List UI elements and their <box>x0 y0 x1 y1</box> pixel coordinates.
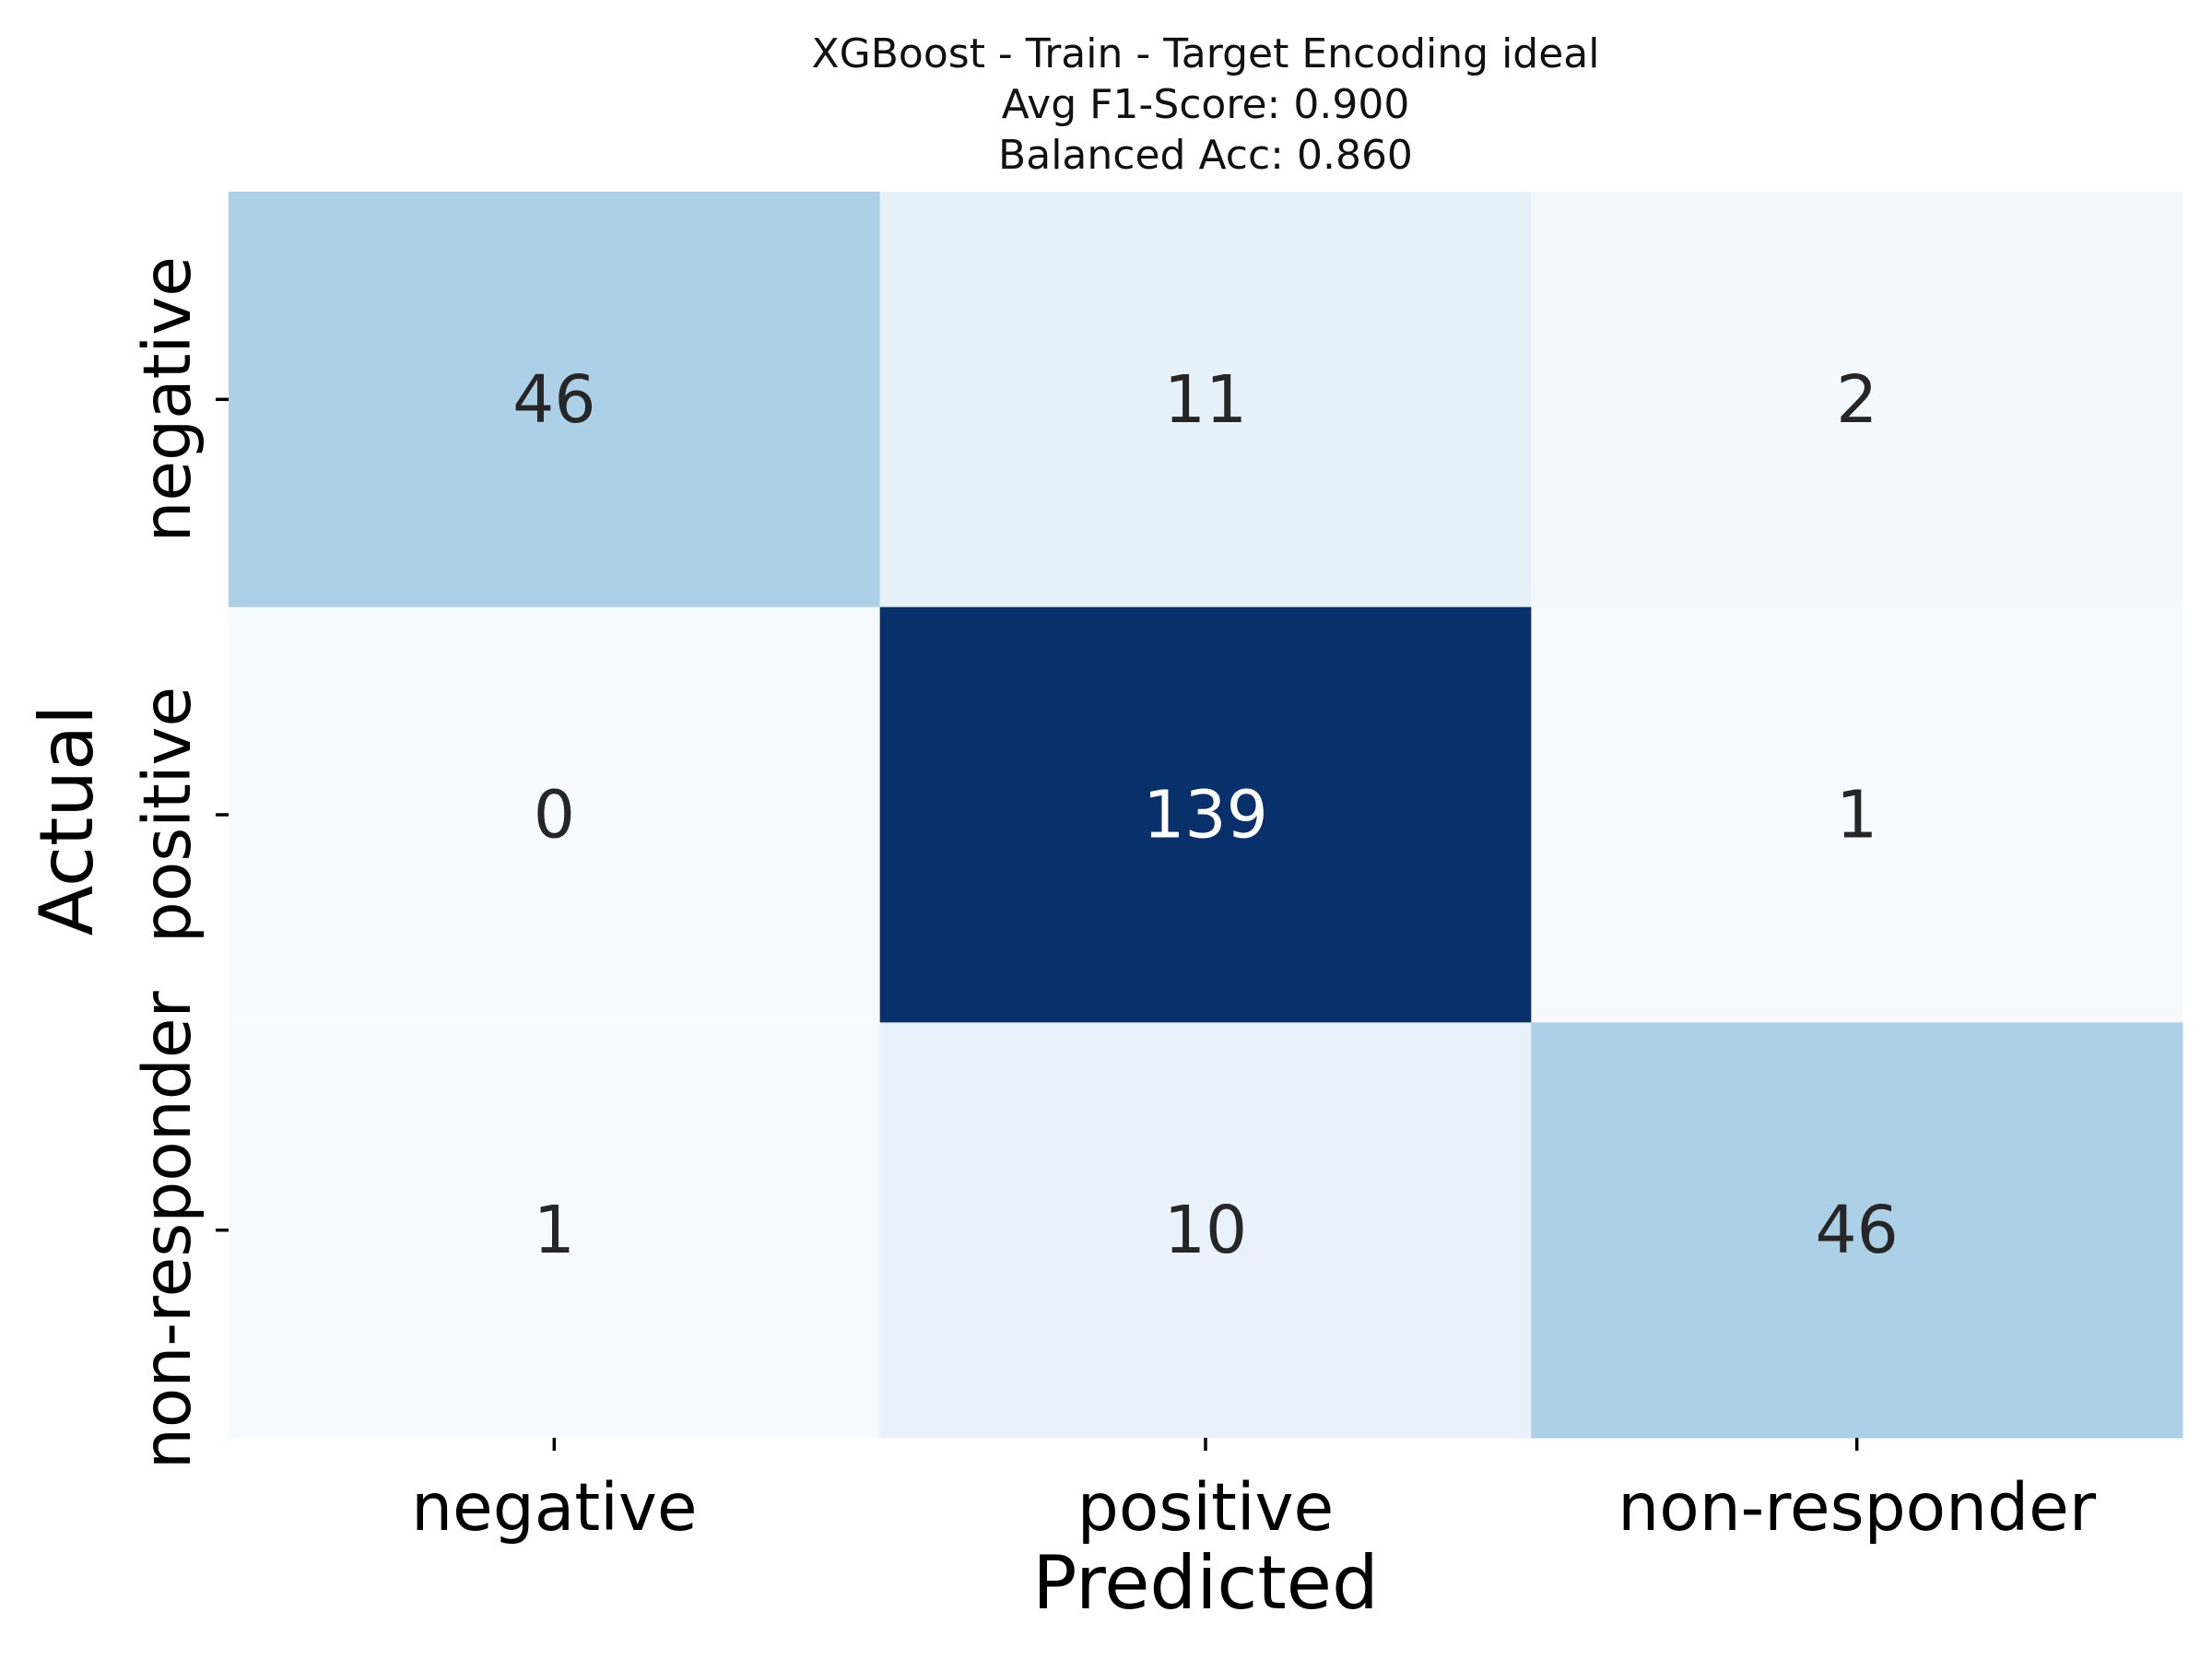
cell-value-label: 0 <box>534 777 575 853</box>
x-tick-label: positive <box>1077 1469 1335 1546</box>
heatmap-cell <box>1531 192 2183 608</box>
y-axis-label: Actual <box>24 705 110 936</box>
cell-value-label: 1 <box>1836 777 1877 853</box>
y-tick-label: negative <box>129 256 206 543</box>
heatmap-cell <box>879 1022 1532 1439</box>
heatmap-cell <box>879 606 1532 1023</box>
cell-value-label: 46 <box>512 361 595 438</box>
x-tick-label: negative <box>411 1469 698 1546</box>
heatmap-cell <box>229 606 881 1023</box>
title-line: XGBoost - Train - Target Encoding ideal <box>812 30 1600 77</box>
y-axis-ticks: negative positive non-responder <box>129 256 229 1469</box>
heatmap-cell <box>1531 606 2183 1023</box>
y-tick-label: non-responder <box>129 990 206 1469</box>
cell-value-label: 2 <box>1836 361 1877 438</box>
heatmap-cell <box>879 192 1532 608</box>
title-line: Avg F1-Score: 0.900 <box>1002 81 1410 128</box>
x-axis-label: Predicted <box>1032 1540 1379 1626</box>
heatmap-cells <box>229 192 2183 1439</box>
cell-value-label: 10 <box>1164 1192 1247 1268</box>
x-axis-ticks: negative positive non-responder <box>411 1438 2097 1546</box>
chart-title: XGBoost - Train - Target Encoding idealA… <box>812 30 1600 179</box>
cell-value-label: 1 <box>534 1192 575 1268</box>
y-tick-label: positive <box>129 687 206 944</box>
cell-value-label: 46 <box>1815 1192 1898 1268</box>
heatmap-cell <box>229 192 881 608</box>
cell-value-label: 139 <box>1143 777 1268 853</box>
title-line: Balanced Acc: 0.860 <box>998 132 1413 179</box>
cell-value-label: 11 <box>1164 361 1247 438</box>
heatmap-cell <box>229 1022 881 1439</box>
cell-values: 46 11 20 139 11 10 46 <box>512 361 1899 1268</box>
x-tick-label: non-responder <box>1618 1469 2097 1546</box>
heatmap-cell <box>1531 1022 2183 1439</box>
